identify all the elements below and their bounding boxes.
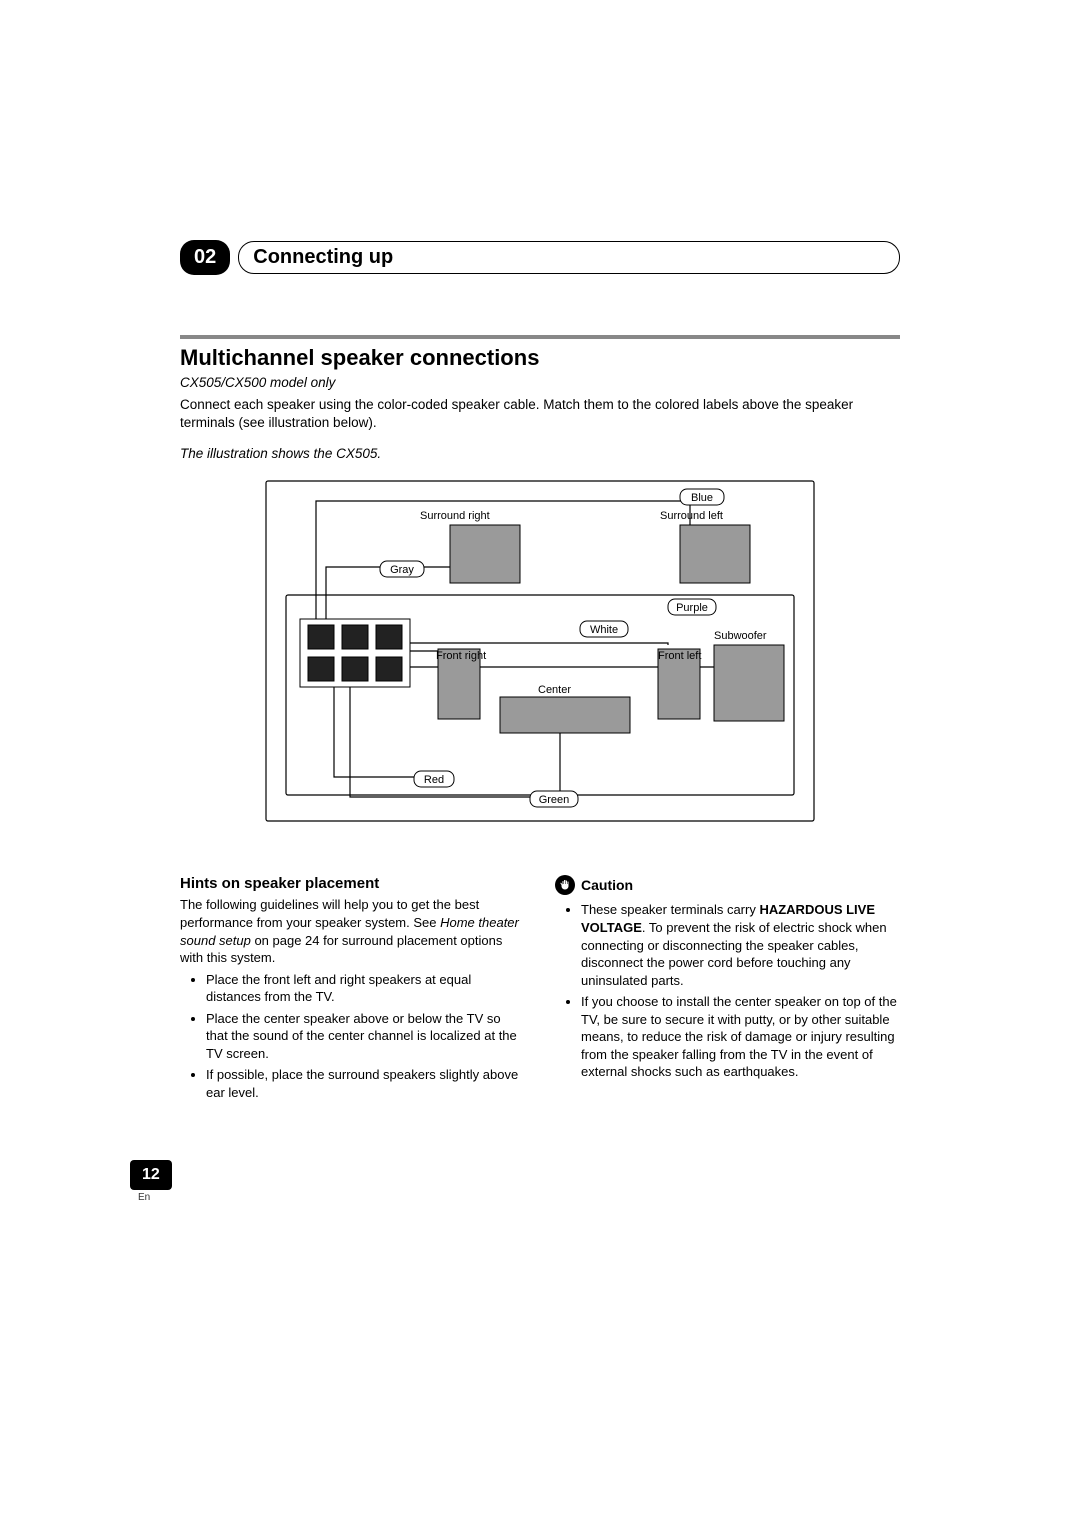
hints-item: If possible, place the surround speakers…	[206, 1066, 525, 1101]
caution-item: If you choose to install the center spea…	[581, 993, 900, 1081]
svg-text:Gray: Gray	[390, 564, 414, 576]
page-content: 02 Connecting up Multichannel speaker co…	[180, 240, 900, 1105]
chapter-title: Connecting up	[253, 246, 393, 268]
caution-item: These speaker terminals carry HAZARDOUS …	[581, 901, 900, 989]
page-number-badge: 12	[130, 1160, 172, 1190]
caution-header: Caution	[555, 875, 900, 895]
chapter-header: 02 Connecting up	[180, 240, 900, 275]
illustration-note: The illustration shows the CX505.	[180, 446, 900, 461]
hints-column: Hints on speaker placement The following…	[180, 875, 525, 1105]
speaker-diagram: Surround right Surround left Front right Fr…	[260, 471, 820, 851]
caution-column: Caution These speaker terminals carry HA…	[555, 875, 900, 1105]
caution-label: Caution	[581, 877, 633, 893]
section-rule	[180, 335, 900, 339]
hints-intro: The following guidelines will help you t…	[180, 896, 525, 966]
chapter-number-badge: 02	[180, 240, 230, 275]
svg-text:Center: Center	[538, 684, 571, 696]
svg-text:Subwoofer: Subwoofer	[714, 630, 767, 642]
svg-text:Surround left: Surround left	[660, 510, 723, 522]
hints-list: Place the front left and right speakers …	[180, 971, 525, 1102]
model-note: CX505/CX500 model only	[180, 375, 900, 390]
svg-text:Surround right: Surround right	[420, 510, 490, 522]
hints-title: Hints on speaker placement	[180, 875, 525, 892]
hand-stop-icon	[555, 875, 575, 895]
section-intro: Connect each speaker using the color-cod…	[180, 396, 900, 432]
chapter-title-pill: Connecting up	[238, 241, 900, 274]
hints-intro-part1: The following guidelines will help you t…	[180, 897, 479, 930]
caution-list: These speaker terminals carry HAZARDOUS …	[555, 901, 900, 1080]
hints-item: Place the front left and right speakers …	[206, 971, 525, 1006]
svg-text:Red: Red	[424, 774, 444, 786]
svg-text:Front right: Front right	[436, 650, 486, 662]
svg-text:Green: Green	[539, 794, 570, 806]
hints-item: Place the center speaker above or below …	[206, 1010, 525, 1063]
two-column-body: Hints on speaker placement The following…	[180, 875, 900, 1105]
svg-text:White: White	[590, 624, 618, 636]
svg-text:Front left: Front left	[658, 650, 701, 662]
svg-text:Blue: Blue	[691, 492, 713, 504]
language-label: En	[138, 1192, 150, 1203]
section-title: Multichannel speaker connections	[180, 345, 900, 371]
svg-text:Purple: Purple	[676, 602, 708, 614]
